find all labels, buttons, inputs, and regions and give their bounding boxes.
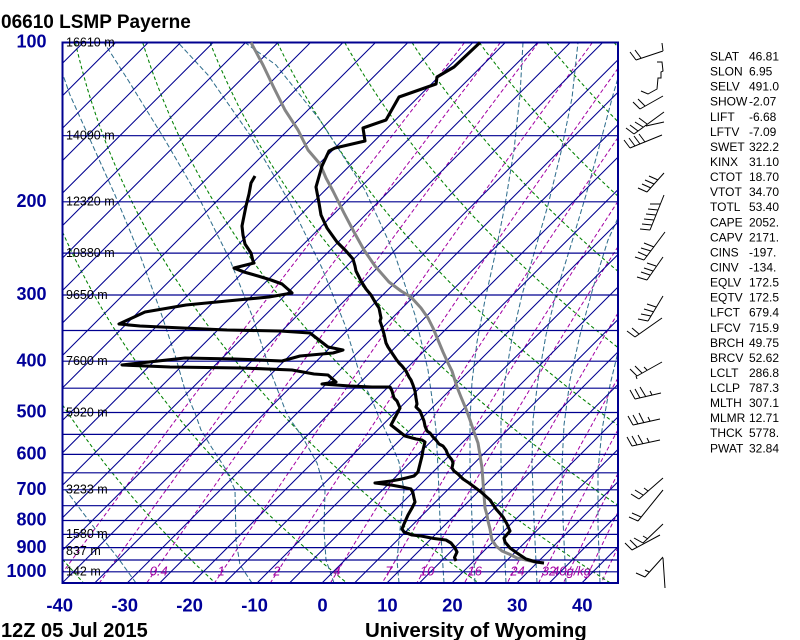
svg-text:172.5: 172.5 bbox=[749, 291, 779, 305]
svg-text:12.71: 12.71 bbox=[749, 411, 779, 425]
svg-text:2052.: 2052. bbox=[749, 215, 779, 229]
svg-text:286.8: 286.8 bbox=[749, 366, 779, 380]
svg-text:200: 200 bbox=[16, 191, 46, 211]
svg-text:7600 m: 7600 m bbox=[66, 354, 108, 368]
svg-text:10880 m: 10880 m bbox=[66, 246, 115, 260]
svg-text:900: 900 bbox=[16, 537, 46, 557]
svg-text:53.40: 53.40 bbox=[749, 200, 779, 214]
svg-text:SWET: SWET bbox=[710, 140, 745, 154]
svg-text:SLON: SLON bbox=[710, 65, 743, 79]
svg-text:12320 m: 12320 m bbox=[66, 195, 115, 209]
svg-text:LCLT: LCLT bbox=[710, 366, 739, 380]
svg-text:31.10: 31.10 bbox=[749, 155, 779, 169]
svg-text:-134.: -134. bbox=[749, 261, 776, 275]
svg-text:KINX: KINX bbox=[710, 155, 738, 169]
svg-text:2: 2 bbox=[272, 564, 281, 579]
svg-text:-6.68: -6.68 bbox=[749, 110, 777, 124]
svg-text:715.9: 715.9 bbox=[749, 321, 779, 335]
svg-text:LFTV: LFTV bbox=[710, 125, 739, 139]
svg-text:40g/kg: 40g/kg bbox=[552, 564, 592, 579]
svg-text:-20: -20 bbox=[176, 595, 203, 616]
svg-text:600: 600 bbox=[16, 444, 46, 464]
svg-text:SLAT: SLAT bbox=[710, 50, 740, 64]
svg-text:6.95: 6.95 bbox=[749, 65, 773, 79]
svg-text:4: 4 bbox=[333, 564, 340, 579]
svg-text:322.2: 322.2 bbox=[749, 140, 779, 154]
svg-text:20: 20 bbox=[442, 595, 463, 616]
svg-text:100: 100 bbox=[16, 32, 46, 52]
svg-text:LFCV: LFCV bbox=[710, 321, 741, 335]
svg-text:-7.09: -7.09 bbox=[749, 125, 777, 139]
svg-text:0: 0 bbox=[317, 595, 327, 616]
svg-text:7: 7 bbox=[385, 564, 393, 579]
svg-text:THCK: THCK bbox=[710, 426, 743, 440]
svg-text:491.0: 491.0 bbox=[749, 80, 779, 94]
svg-text:837 m: 837 m bbox=[66, 544, 101, 558]
svg-text:CAPV: CAPV bbox=[710, 230, 743, 244]
svg-text:12Z 05 Jul 2015: 12Z 05 Jul 2015 bbox=[1, 620, 148, 640]
svg-text:14090 m: 14090 m bbox=[66, 129, 115, 143]
svg-text:16610 m: 16610 m bbox=[66, 35, 115, 49]
svg-text:307.1: 307.1 bbox=[749, 396, 779, 410]
svg-text:3233 m: 3233 m bbox=[66, 483, 108, 497]
svg-text:CINS: CINS bbox=[710, 245, 739, 259]
svg-text:34.70: 34.70 bbox=[749, 185, 779, 199]
svg-text:32.84: 32.84 bbox=[749, 441, 779, 455]
svg-text:-2.07: -2.07 bbox=[749, 95, 777, 109]
svg-text:2171.: 2171. bbox=[749, 230, 779, 244]
svg-text:-10: -10 bbox=[241, 595, 268, 616]
svg-text:18.70: 18.70 bbox=[749, 170, 779, 184]
svg-text:BRCH: BRCH bbox=[710, 336, 744, 350]
svg-text:SELV: SELV bbox=[710, 80, 740, 94]
svg-text:700: 700 bbox=[16, 479, 46, 499]
svg-text:5778.: 5778. bbox=[749, 426, 779, 440]
svg-text:679.4: 679.4 bbox=[749, 306, 779, 320]
svg-text:16: 16 bbox=[468, 564, 483, 579]
svg-text:LIFT: LIFT bbox=[710, 110, 735, 124]
svg-text:MLTH: MLTH bbox=[710, 396, 742, 410]
svg-text:800: 800 bbox=[16, 510, 46, 530]
svg-text:06610 LSMP Payerne: 06610 LSMP Payerne bbox=[1, 12, 191, 33]
svg-text:LFCT: LFCT bbox=[710, 306, 741, 320]
svg-text:30: 30 bbox=[507, 595, 528, 616]
svg-text:MLMR: MLMR bbox=[710, 411, 746, 425]
svg-text:1580 m: 1580 m bbox=[66, 527, 108, 541]
svg-text:10: 10 bbox=[420, 564, 435, 579]
svg-text:500: 500 bbox=[16, 402, 46, 422]
svg-text:24: 24 bbox=[509, 564, 524, 579]
svg-text:5920 m: 5920 m bbox=[66, 405, 108, 419]
svg-text:VTOT: VTOT bbox=[710, 185, 742, 199]
svg-text:LCLP: LCLP bbox=[710, 381, 740, 395]
svg-text:46.81: 46.81 bbox=[749, 50, 779, 64]
svg-text:172.5: 172.5 bbox=[749, 276, 779, 290]
svg-text:10: 10 bbox=[377, 595, 398, 616]
svg-text:SHOW: SHOW bbox=[710, 95, 748, 109]
svg-text:BRCV: BRCV bbox=[710, 351, 743, 365]
svg-text:CINV: CINV bbox=[710, 261, 739, 275]
svg-text:PWAT: PWAT bbox=[710, 441, 744, 455]
svg-text:0.4: 0.4 bbox=[150, 564, 168, 579]
svg-text:40: 40 bbox=[572, 595, 593, 616]
svg-text:787.3: 787.3 bbox=[749, 381, 779, 395]
svg-text:9650 m: 9650 m bbox=[66, 288, 108, 302]
svg-text:400: 400 bbox=[16, 350, 46, 370]
svg-text:-40: -40 bbox=[46, 595, 73, 616]
svg-text:300: 300 bbox=[16, 284, 46, 304]
svg-text:EQTV: EQTV bbox=[710, 291, 743, 305]
svg-text:1000: 1000 bbox=[6, 561, 46, 581]
svg-text:University of Wyoming: University of Wyoming bbox=[365, 619, 587, 640]
svg-text:CAPE: CAPE bbox=[710, 215, 743, 229]
svg-text:CTOT: CTOT bbox=[710, 170, 743, 184]
svg-text:49.75: 49.75 bbox=[749, 336, 779, 350]
svg-text:TOTL: TOTL bbox=[710, 200, 741, 214]
svg-text:142 m: 142 m bbox=[66, 565, 101, 579]
svg-text:32: 32 bbox=[542, 564, 557, 579]
svg-text:1: 1 bbox=[218, 564, 225, 579]
svg-text:-197.: -197. bbox=[749, 245, 776, 259]
svg-text:52.62: 52.62 bbox=[749, 351, 779, 365]
svg-text:-30: -30 bbox=[111, 595, 138, 616]
svg-text:EQLV: EQLV bbox=[710, 276, 741, 290]
